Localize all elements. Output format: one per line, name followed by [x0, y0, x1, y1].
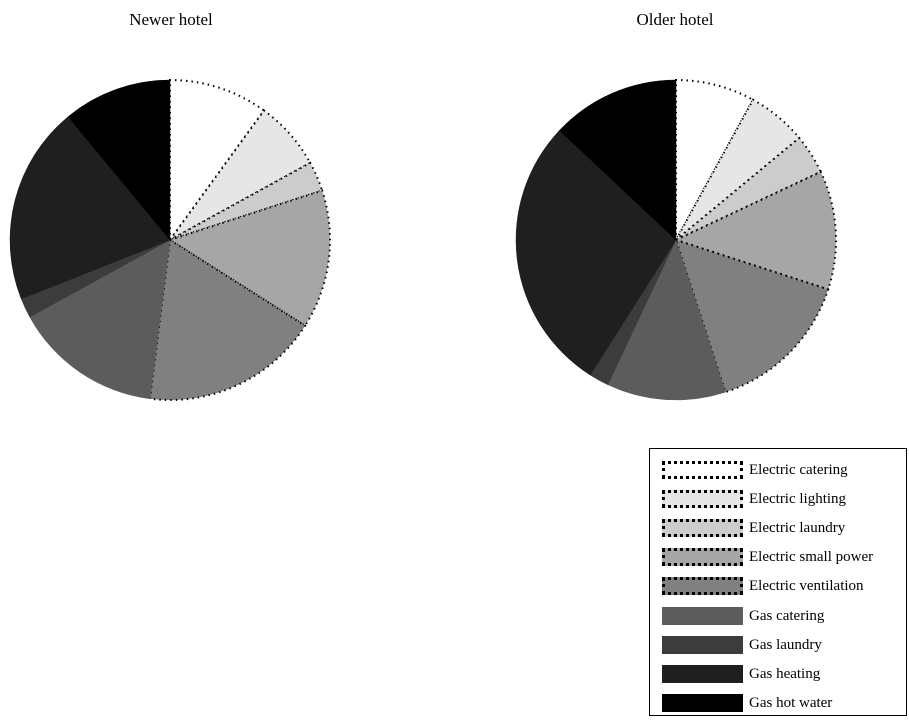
legend-swatch [662, 607, 743, 625]
legend-item-gas-heating: Gas heating [662, 662, 820, 686]
legend-label: Electric laundry [749, 519, 846, 536]
pie-slice-electric-small-power [673, 170, 837, 291]
pie-slice-gas-catering [607, 239, 726, 401]
pie-slice-electric-small-power [167, 189, 331, 328]
pie-slice-electric-ventilation [148, 238, 307, 401]
legend-swatch [662, 490, 743, 508]
pie-slice-electric-ventilation [674, 238, 830, 394]
chart-title-newer-hotel: Newer hotel [129, 10, 213, 29]
pie-slice-gas-heating [9, 116, 171, 300]
legend-swatch [662, 577, 743, 595]
legend-label: Gas hot water [749, 694, 833, 711]
legend-label: Electric catering [749, 461, 848, 478]
pie-slice-gas-hot-water [559, 79, 677, 241]
pie-slice-electric-laundry [675, 136, 823, 241]
pie-slice-gas-heating [515, 130, 677, 376]
legend-item-electric-lighting: Electric lighting [662, 487, 846, 511]
legend-swatch [662, 636, 743, 654]
legend-label: Electric ventilation [749, 577, 864, 594]
pie-chart-older-hotel [515, 78, 837, 401]
legend-item-electric-catering: Electric catering [662, 458, 848, 482]
chart-title-older-hotel: Older hotel [636, 10, 714, 29]
legend-item-electric-laundry: Electric laundry [662, 516, 845, 540]
legend-item-gas-catering: Gas catering [662, 604, 824, 628]
chart-legend: Electric catering Electric lighting Elec… [649, 448, 907, 716]
pie-slice-gas-catering [29, 239, 171, 400]
legend-label: Electric small power [749, 548, 874, 565]
legend-label: Electric lighting [749, 490, 847, 507]
legend-swatch [662, 461, 743, 479]
legend-swatch [662, 519, 743, 537]
legend-item-gas-laundry: Gas laundry [662, 633, 822, 657]
pie-slice-electric-lighting [169, 109, 312, 241]
legend-label: Gas heating [749, 665, 821, 682]
legend-swatch [662, 694, 743, 712]
pie-slice-electric-catering [169, 78, 266, 244]
legend-item-gas-hot-water: Gas hot water [662, 691, 832, 715]
legend-label: Gas catering [749, 607, 825, 624]
legend-swatch [662, 548, 743, 566]
legend-label: Gas laundry [749, 636, 822, 653]
pie-slice-gas-hot-water [67, 79, 171, 241]
legend-swatch [662, 665, 743, 683]
legend-item-electric-small-power: Electric small power [662, 545, 873, 569]
pie-chart-newer-hotel [9, 78, 331, 401]
legend-item-electric-ventilation: Electric ventilation [662, 574, 864, 598]
pie-slice-electric-laundry [169, 161, 324, 241]
